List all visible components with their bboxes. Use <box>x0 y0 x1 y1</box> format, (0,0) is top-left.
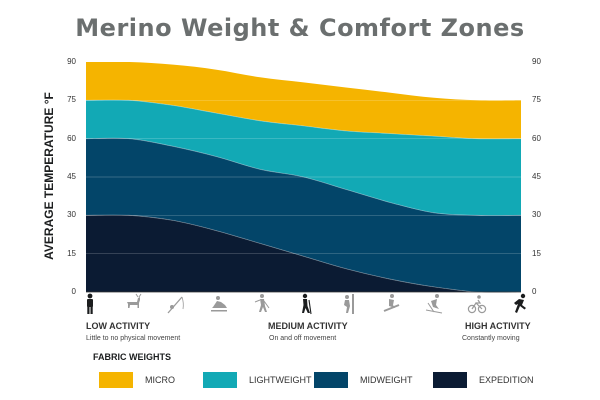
legend-title: FABRIC WEIGHTS <box>93 352 171 362</box>
band-boundary-micro <box>86 99 521 140</box>
medium-activity-sub: On and off movement <box>269 335 337 342</box>
skiing-icon <box>424 293 444 315</box>
legend-label: LIGHTWEIGHT <box>249 375 312 385</box>
legend-swatch <box>433 372 467 388</box>
standing-icon <box>80 293 100 315</box>
band-boundary-midweight <box>86 214 521 293</box>
hiking-icon <box>295 293 315 315</box>
area-midweight <box>86 138 521 293</box>
legend-swatch <box>99 372 133 388</box>
band-boundary-lightweight <box>86 137 521 216</box>
y-tick-left: 90 <box>67 57 76 66</box>
y-tick-left: 0 <box>71 287 76 296</box>
area-micro <box>86 62 521 139</box>
medium-activity-label: MEDIUM ACTIVITY <box>268 321 348 331</box>
low-activity-sub: Little to no physical movement <box>86 335 181 342</box>
y-tick-right: 0 <box>532 287 537 296</box>
y-tick-left: 30 <box>67 210 76 220</box>
legend-label: MIDWEIGHT <box>360 375 413 385</box>
area-expedition <box>86 214 521 293</box>
area-lightweight <box>86 99 521 216</box>
snowshoe-icon <box>252 293 272 315</box>
high-activity-label: HIGH ACTIVITY <box>465 321 531 331</box>
y-tick-left: 45 <box>67 172 76 181</box>
y-tick-right: 75 <box>532 95 541 105</box>
fishing-icon <box>166 293 186 315</box>
low-activity-label: LOW ACTIVITY <box>86 321 151 331</box>
y-tick-left: 15 <box>67 248 76 258</box>
activity-icons <box>80 293 530 317</box>
y-tick-right: 15 <box>532 248 541 258</box>
y-tick-left: 75 <box>67 95 76 105</box>
legend-label: MICRO <box>145 375 175 385</box>
legend-swatch <box>314 372 348 388</box>
legend-label: EXPEDITION <box>479 375 534 385</box>
y-tick-left: 60 <box>67 133 76 143</box>
cycling-icon <box>467 293 487 315</box>
hunting-icon <box>123 293 143 315</box>
climbing-icon <box>338 293 358 315</box>
y-tick-right: 60 <box>532 133 541 143</box>
chart-title: Merino Weight & Comfort Zones <box>75 14 525 42</box>
y-tick-right: 90 <box>532 57 541 66</box>
high-activity-sub: Constantly moving <box>462 335 520 342</box>
y-tick-right: 45 <box>532 172 541 181</box>
snowboarding-icon <box>381 293 401 315</box>
area-chart <box>86 62 521 293</box>
running-icon <box>510 293 530 315</box>
y-tick-right: 30 <box>532 210 541 220</box>
snowmobile-icon <box>209 293 229 315</box>
legend-swatch <box>203 372 237 388</box>
